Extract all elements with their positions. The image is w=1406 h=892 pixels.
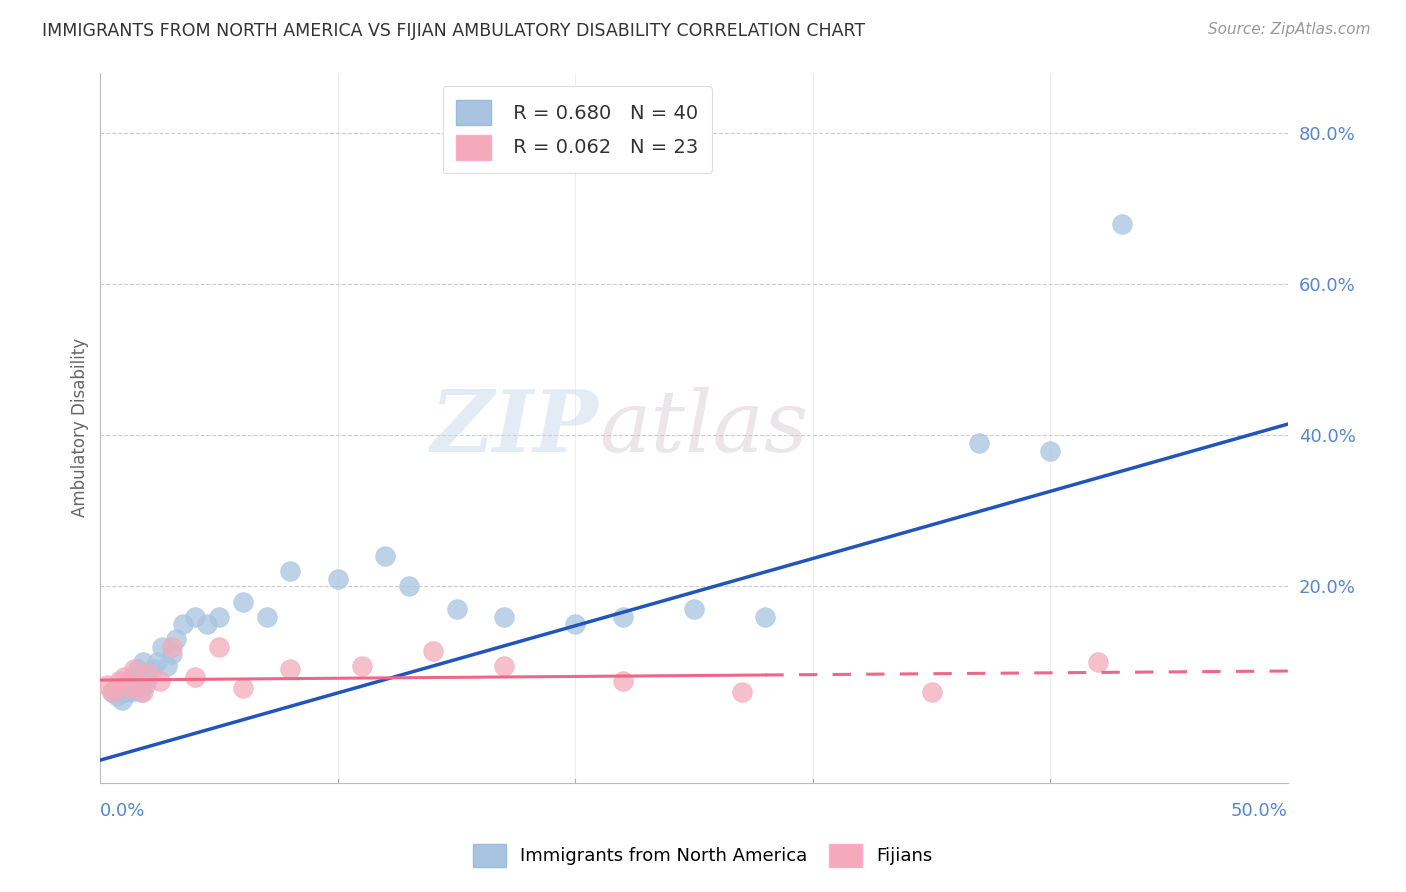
Point [125, 677, 148, 691]
Point [101, 685, 124, 699]
Point [446, 602, 468, 616]
Point [105, 689, 128, 703]
Point [398, 579, 420, 593]
Point [326, 572, 349, 586]
Point [172, 617, 194, 632]
Point [683, 602, 706, 616]
Point [195, 617, 218, 632]
Point [374, 549, 396, 564]
Point [612, 609, 634, 624]
Point [494, 609, 516, 624]
Point [350, 658, 373, 673]
Point [208, 609, 231, 624]
Point [160, 640, 183, 654]
Point [149, 673, 172, 688]
Point [494, 658, 516, 673]
Point [754, 609, 776, 624]
Point [132, 655, 155, 669]
Text: 50.0%: 50.0% [1232, 802, 1288, 820]
Point [112, 670, 135, 684]
Point [280, 663, 302, 677]
Point [184, 670, 207, 684]
Point [112, 677, 135, 691]
Point [232, 594, 254, 608]
Point [136, 670, 159, 684]
Text: IMMIGRANTS FROM NORTH AMERICA VS FIJIAN AMBULATORY DISABILITY CORRELATION CHART: IMMIGRANTS FROM NORTH AMERICA VS FIJIAN … [42, 22, 865, 40]
Point [150, 640, 173, 654]
Legend:  R = 0.680   N = 40,  R = 0.062   N = 23: R = 0.680 N = 40, R = 0.062 N = 23 [443, 87, 711, 173]
Y-axis label: Ambulatory Disability: Ambulatory Disability [72, 338, 89, 517]
Point [280, 565, 302, 579]
Point [115, 685, 138, 699]
Point [127, 663, 149, 677]
Point [967, 436, 990, 450]
Point [1087, 655, 1109, 669]
Point [120, 685, 142, 699]
Point [165, 632, 187, 647]
Point [132, 685, 155, 699]
Point [105, 681, 128, 696]
Point [612, 673, 634, 688]
Point [101, 685, 124, 699]
Point [146, 655, 169, 669]
Text: atlas: atlas [599, 386, 808, 469]
Point [256, 609, 278, 624]
Point [184, 609, 207, 624]
Point [564, 617, 586, 632]
Point [134, 677, 156, 691]
Point [108, 681, 131, 696]
Point [1111, 217, 1133, 231]
Text: ZIP: ZIP [432, 386, 599, 469]
Point [129, 685, 152, 699]
Point [118, 681, 141, 696]
Point [232, 681, 254, 696]
Point [208, 640, 231, 654]
Point [422, 643, 444, 657]
Point [730, 685, 752, 699]
Text: 0.0%: 0.0% [100, 802, 146, 820]
Point [122, 663, 145, 677]
Legend: Immigrants from North America, Fijians: Immigrants from North America, Fijians [464, 835, 942, 876]
Point [122, 670, 145, 684]
Point [1039, 443, 1062, 458]
Point [160, 648, 183, 662]
Point [118, 673, 141, 688]
Point [111, 692, 134, 706]
Point [108, 673, 131, 688]
Point [921, 685, 943, 699]
Point [136, 666, 159, 681]
Point [127, 677, 149, 691]
Point [96, 677, 118, 691]
Point [156, 658, 179, 673]
Point [142, 663, 165, 677]
Text: Source: ZipAtlas.com: Source: ZipAtlas.com [1208, 22, 1371, 37]
